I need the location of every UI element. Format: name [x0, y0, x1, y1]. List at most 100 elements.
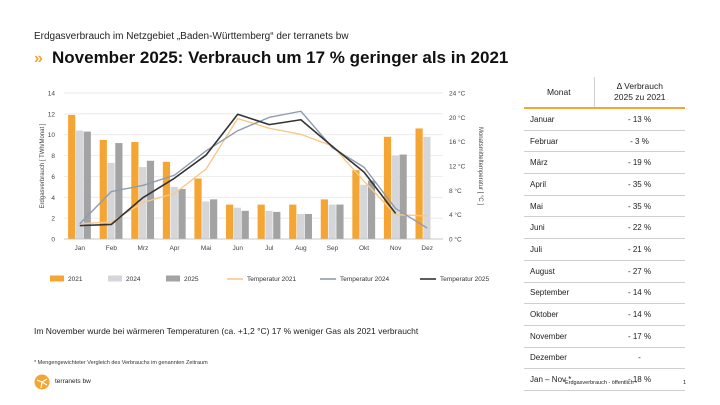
table-row: Januar - 13 % — [524, 109, 685, 131]
bar-2025 — [115, 143, 123, 239]
bar-2021 — [226, 204, 234, 239]
y2-tick-label: 4 °C — [449, 211, 462, 219]
table-row: Oktober - 14 % — [524, 304, 685, 326]
y2-tick-label: 24 °C — [449, 90, 466, 98]
legend-swatch — [108, 275, 122, 282]
chart: 0 2 4 6 8 10 12 14 0 °C 4 °C 8 °C 12 °C 16 °C 20 °C 24… — [40, 90, 490, 284]
legend-label: 2025 — [184, 276, 199, 283]
bar-2021 — [383, 136, 392, 239]
row-month: März — [530, 158, 548, 168]
legend-label: Temperatur 2024 — [340, 276, 390, 283]
bar-2024 — [202, 201, 210, 239]
y-tick-label: 12 — [48, 111, 56, 118]
bar-2024 — [360, 184, 368, 239]
bar-2025 — [304, 213, 312, 239]
table-row: Jan – Nov * - 18 % — [524, 369, 685, 391]
y-tick-label: 8 — [51, 153, 55, 160]
bar-2021 — [99, 139, 107, 239]
y2-tick-label: 0 °C — [449, 236, 462, 244]
bar-2025 — [367, 180, 376, 239]
line-Temperatur-2024 — [79, 110, 428, 229]
y-tick-label: 2 — [51, 216, 55, 223]
bar-2021 — [162, 161, 171, 239]
header-delta-line2: 2025 zu 2021 — [614, 92, 666, 102]
row-delta: - 35 % — [627, 201, 652, 211]
y2-axis-label: Monatsmitteltemperatur [ °C ] — [477, 127, 483, 205]
table-row: April - 35 % — [524, 174, 685, 196]
row-month: Februar — [530, 136, 559, 146]
bar-2024 — [170, 186, 178, 239]
bar-2021 — [289, 204, 297, 239]
terranets-logo-icon — [34, 374, 50, 390]
row-month: Juli — [530, 244, 543, 254]
bar-2024 — [296, 213, 305, 239]
table-row: Juni - 22 % — [524, 217, 685, 240]
row-month: Mai — [530, 201, 543, 211]
bar-2024 — [423, 136, 431, 239]
row-delta: - 14 % — [627, 310, 652, 320]
bar-2021 — [352, 170, 360, 239]
y-tick-label: 4 — [51, 195, 55, 202]
table-row: Dezember - — [524, 348, 685, 370]
y-tick-label: 0 — [51, 237, 55, 244]
table-row: September - 14 % — [524, 283, 685, 305]
footnote: * Mengengewichteter Vergleich des Verbra… — [34, 360, 208, 366]
legend-label: 2024 — [126, 276, 141, 283]
y2-tick-label: 20 °C — [449, 114, 466, 122]
row-month: April — [530, 179, 547, 189]
x-tick-label: Jan — [75, 245, 86, 252]
row-delta: - 21 % — [627, 244, 652, 254]
x-tick-label: Apr — [169, 245, 180, 252]
x-tick-label: Mai — [201, 245, 211, 252]
header-delta: Δ Verbrauch 2025 zu 2021 — [593, 77, 685, 107]
x-tick-label: Dez — [421, 245, 433, 252]
bar-2025 — [178, 188, 186, 239]
logo-text: terranets bw — [55, 378, 91, 385]
page-number: 1 — [683, 380, 687, 386]
footer-label: Erdgasverbrauch - öffentlich - — [565, 380, 638, 386]
table-row: Juli - 21 % — [524, 239, 685, 261]
x-tick-label: Sep — [327, 245, 339, 252]
row-delta: - 18 % — [627, 375, 652, 385]
row-delta: - 13 % — [627, 114, 652, 124]
bar-2025 — [241, 210, 249, 239]
bar-2025 — [336, 204, 344, 239]
y2-tick-label: 16 °C — [449, 138, 466, 146]
bar-2025 — [273, 211, 281, 239]
y2-tick-label: 8 °C — [449, 187, 462, 195]
delta-table: Monat Δ Verbrauch 2025 zu 2021 Januar - 13… — [524, 77, 685, 391]
subtitle: Erdgasverbrauch im Netzgebiet „Baden-Wür… — [34, 31, 349, 42]
bar-2025 — [83, 131, 91, 239]
x-tick-label: Mrz — [138, 245, 149, 252]
bar-2024 — [75, 130, 84, 239]
bar-2021 — [68, 114, 76, 239]
summary-text: Im November wurde bei wärmeren Temperatu… — [34, 326, 419, 336]
x-tick-label: Feb — [106, 245, 118, 252]
bar-2021 — [257, 204, 265, 239]
bar-2021 — [320, 199, 328, 239]
row-month: November — [530, 331, 567, 341]
y-tick-label: 14 — [48, 91, 56, 98]
x-tick-label: Jul — [265, 245, 274, 252]
table-row: März - 19 % — [524, 152, 685, 175]
row-month: Oktober — [530, 310, 559, 320]
legend-swatch — [166, 275, 180, 282]
bar-2024 — [328, 204, 336, 239]
row-delta: - 27 % — [627, 266, 652, 276]
table-header: Monat Δ Verbrauch 2025 zu 2021 — [524, 77, 685, 109]
row-delta: - 3 % — [630, 136, 649, 146]
row-month: Januar — [530, 114, 555, 124]
table-row: November - 17 % — [524, 326, 685, 348]
table-row: August - 27 % — [524, 261, 685, 283]
bar-2025 — [210, 199, 218, 239]
y-tick-label: 6 — [51, 174, 55, 181]
row-month: Dezember — [530, 353, 567, 363]
row-month: Juni — [530, 223, 545, 233]
legend-label: Temperatur 2025 — [440, 276, 490, 283]
row-delta: - 17 % — [627, 331, 652, 341]
header-month: Monat — [546, 87, 571, 97]
line-Temperatur-2025 — [79, 113, 397, 227]
bar-2024 — [265, 210, 273, 239]
bar-2024 — [391, 155, 399, 239]
header-delta-line1: Δ Verbrauch — [616, 81, 663, 91]
